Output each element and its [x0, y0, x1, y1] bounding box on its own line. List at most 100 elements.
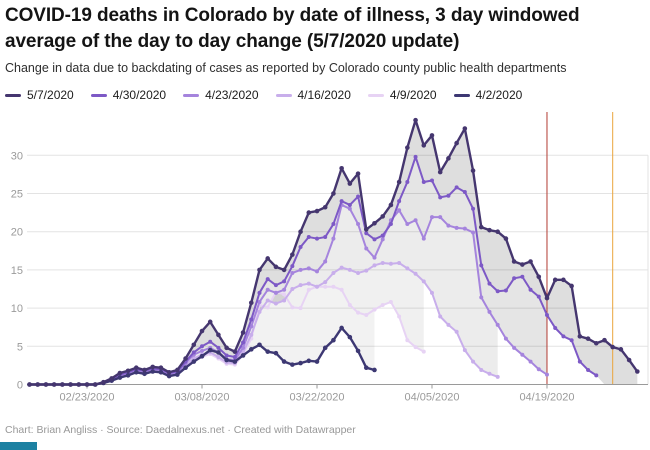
point-5/7/2020-04/16 — [520, 262, 525, 267]
legend-swatch-5/7/2020 — [5, 93, 21, 97]
point-5/7/2020-03/31 — [388, 202, 394, 208]
point-4/23/2020-04/06 — [438, 215, 443, 220]
point-5/7/2020-03/27 — [355, 171, 361, 176]
point-5/7/2020-04/03 — [413, 117, 418, 123]
point-5/7/2020-02/19 — [51, 382, 57, 387]
point-4/23/2020-03/18 — [282, 287, 287, 292]
y-tick-label-30: 30 — [11, 150, 23, 162]
point-4/30/2020-03/15 — [257, 290, 262, 295]
legend: 5/7/2020 4/30/2020 4/23/2020 4/16/2020 4/9/2… — [5, 88, 522, 102]
point-4/30/2020-03/23 — [323, 235, 328, 240]
point-4/30/2020-03/26 — [347, 202, 352, 207]
point-4/23/2020-03/20 — [298, 267, 303, 272]
point-4/2/2020-03/27 — [355, 348, 361, 354]
legend-label-5/7/2020: 5/7/2020 — [27, 88, 74, 102]
point-4/9/2020-03/31 — [388, 299, 393, 304]
point-4/9/2020-04/04 — [421, 349, 426, 354]
point-4/2/2020-03/16 — [265, 349, 271, 354]
point-5/7/2020-03/18 — [281, 267, 287, 273]
point-4/16/2020-04/05 — [429, 290, 434, 295]
point-5/7/2020-04/21 — [561, 277, 566, 283]
point-4/2/2020-03/25 — [339, 325, 344, 331]
point-4/16/2020-04/13 — [495, 374, 500, 379]
point-4/2/2020-03/22 — [314, 359, 320, 364]
point-4/9/2020-03/24 — [331, 284, 336, 289]
point-4/16/2020-03/10 — [216, 354, 221, 359]
point-5/7/2020-04/06 — [437, 169, 443, 175]
point-5/7/2020-04/19 — [544, 295, 550, 301]
point-4/30/2020-04/18 — [536, 294, 541, 299]
y-tick-label-20: 20 — [11, 227, 23, 239]
point-4/23/2020-04/07 — [446, 223, 451, 228]
chart-title-line1: COVID-19 deaths in Colorado by date of i… — [5, 5, 580, 26]
point-4/23/2020-04/10 — [471, 230, 476, 235]
point-5/7/2020-04/30 — [635, 369, 640, 374]
point-4/9/2020-03/26 — [347, 303, 352, 308]
point-4/30/2020-03/10 — [216, 345, 221, 350]
point-4/2/2020-03/28 — [363, 365, 369, 370]
point-4/30/2020-04/15 — [512, 276, 517, 281]
point-4/30/2020-03/31 — [388, 222, 393, 227]
x-tick-label-04/05/2020: 04/05/2020 — [404, 392, 459, 404]
point-4/23/2020-04/12 — [487, 309, 492, 314]
y-tick-label-5: 5 — [17, 341, 23, 353]
point-5/7/2020-03/14 — [248, 300, 254, 306]
legend-swatch-4/16/2020 — [275, 93, 292, 97]
point-4/30/2020-03/18 — [282, 279, 287, 284]
point-5/7/2020-04/22 — [569, 283, 574, 289]
chart-canvas: 0 5 10 15 20 25 30 02/23/2020 03/08/2020 03/22/20… — [11, 112, 649, 404]
point-4/30/2020-04/12 — [487, 281, 492, 286]
point-5/7/2020-04/17 — [528, 259, 533, 264]
point-5/7/2020-04/24 — [585, 336, 591, 341]
point-5/7/2020-02/24 — [92, 382, 98, 387]
point-4/30/2020-04/07 — [446, 193, 451, 198]
point-4/2/2020-03/26 — [347, 334, 353, 340]
point-4/16/2020-04/01 — [397, 261, 402, 266]
band-4/9/2020-to-4/2/2020 — [29, 286, 375, 385]
point-4/30/2020-04/21 — [561, 334, 566, 339]
point-4/30/2020-04/10 — [471, 206, 476, 211]
point-4/23/2020-04/05 — [429, 215, 434, 220]
point-4/2/2020-03/12 — [232, 359, 238, 364]
point-4/23/2020-04/16 — [520, 352, 525, 357]
point-5/7/2020-02/22 — [76, 382, 82, 387]
point-4/23/2020-03/14 — [249, 324, 254, 329]
footer-credits: Chart: Brian Angliss · Source: Daedalnex… — [5, 424, 356, 436]
point-4/30/2020-03/30 — [380, 233, 385, 238]
legend-label-4/9/2020: 4/9/2020 — [389, 88, 437, 102]
point-4/2/2020-02/29 — [133, 369, 139, 375]
x-tick-label-02/23/2020: 02/23/2020 — [59, 392, 114, 404]
point-5/7/2020-04/25 — [593, 340, 599, 346]
point-5/7/2020-02/29 — [133, 365, 139, 370]
point-5/7/2020-03/10 — [216, 332, 221, 338]
point-4/30/2020-03/21 — [306, 235, 311, 240]
point-4/16/2020-03/26 — [347, 267, 352, 272]
point-5/7/2020-03/22 — [314, 208, 320, 214]
point-4/9/2020-03/20 — [298, 306, 303, 311]
point-5/7/2020-03/16 — [265, 256, 271, 261]
point-4/23/2020-04/14 — [503, 336, 508, 341]
y-tick-label-0: 0 — [17, 380, 23, 392]
point-4/2/2020-03/07 — [191, 359, 197, 364]
point-4/23/2020-04/19 — [544, 372, 549, 377]
point-5/7/2020-04/18 — [536, 274, 542, 280]
point-4/9/2020-03/16 — [265, 305, 270, 310]
legend-label-4/30/2020: 4/30/2020 — [112, 88, 167, 102]
point-4/30/2020-03/25 — [339, 199, 344, 204]
datawrapper-brand-bar — [0, 442, 37, 450]
legend-label-4/16/2020: 4/16/2020 — [297, 88, 351, 102]
point-4/16/2020-04/09 — [462, 348, 467, 353]
point-4/23/2020-03/08 — [199, 348, 204, 353]
point-4/9/2020-03/23 — [323, 284, 328, 289]
point-4/16/2020-04/12 — [487, 371, 492, 376]
point-4/30/2020-04/25 — [594, 373, 599, 378]
point-5/7/2020-04/14 — [503, 236, 509, 241]
point-5/7/2020-03/08 — [199, 328, 205, 334]
point-4/2/2020-03/24 — [331, 337, 336, 343]
point-4/2/2020-02/28 — [125, 373, 131, 378]
legend-item-4/30/2020: 4/30/2020 — [90, 88, 167, 102]
point-4/23/2020-03/13 — [241, 345, 246, 350]
point-4/16/2020-03/18 — [282, 298, 287, 303]
point-4/2/2020-03/05 — [175, 372, 180, 377]
